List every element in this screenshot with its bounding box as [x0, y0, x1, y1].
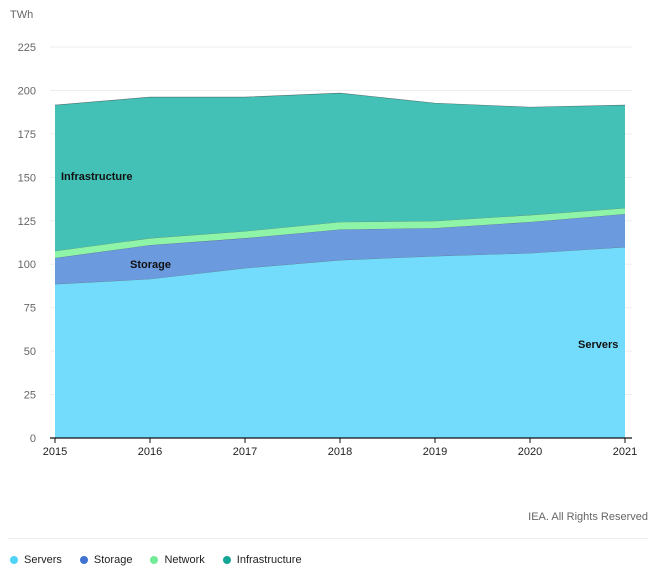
- y-tick-label: 75: [24, 303, 36, 315]
- y-tick-label: 25: [24, 390, 36, 402]
- legend-dot-icon: [150, 556, 159, 564]
- legend-label: Servers: [24, 554, 62, 566]
- legend-item-storage[interactable]: Storage: [79, 554, 133, 566]
- y-tick-label: 175: [18, 129, 36, 141]
- x-tick-label: 2020: [518, 446, 542, 458]
- y-tick-label: 0: [30, 433, 36, 445]
- divider: [8, 538, 648, 539]
- x-tick-label: 2021: [613, 446, 637, 458]
- x-tick-label: 2016: [138, 446, 162, 458]
- area-network: [55, 208, 625, 258]
- x-tick-label: 2017: [233, 446, 257, 458]
- y-axis-unit: TWh: [10, 9, 33, 21]
- x-tick-label: 2015: [43, 446, 67, 458]
- y-tick-label: 150: [18, 172, 36, 184]
- legend-dot-icon: [222, 556, 231, 564]
- series-label-infrastructure: Infrastructure: [61, 171, 133, 183]
- credit-text: IEA. All Rights Reserved: [528, 511, 648, 523]
- area-infrastructure: [55, 93, 625, 252]
- y-tick-label: 50: [24, 346, 36, 358]
- series-label-servers: Servers: [578, 339, 618, 351]
- legend-dot-icon: [79, 556, 88, 564]
- legend: Servers Storage Network Infrastructure: [10, 554, 302, 566]
- area-servers: [55, 247, 625, 438]
- legend-item-servers[interactable]: Servers: [10, 554, 62, 566]
- area-storage: [55, 214, 625, 285]
- y-tick-label: 100: [18, 259, 36, 271]
- y-tick-label: 225: [18, 42, 36, 54]
- y-tick-label: 125: [18, 216, 36, 228]
- legend-item-network[interactable]: Network: [150, 554, 205, 566]
- x-tick-label: 2018: [328, 446, 352, 458]
- legend-dot-icon: [10, 556, 18, 564]
- x-tick-label: 2019: [423, 446, 447, 458]
- legend-label: Network: [164, 554, 205, 566]
- area-edge-infrastructure: [54, 92, 626, 108]
- area-chart: TWh 0 25 50 75 100 125 150 175 200 225 2015 2016 201…: [10, 9, 637, 458]
- legend-label: Infrastructure: [236, 554, 302, 566]
- legend-item-infrastructure[interactable]: Infrastructure: [222, 554, 302, 566]
- legend-label: Storage: [93, 554, 133, 566]
- y-tick-label: 200: [18, 85, 36, 97]
- series-label-storage: Storage: [130, 259, 171, 271]
